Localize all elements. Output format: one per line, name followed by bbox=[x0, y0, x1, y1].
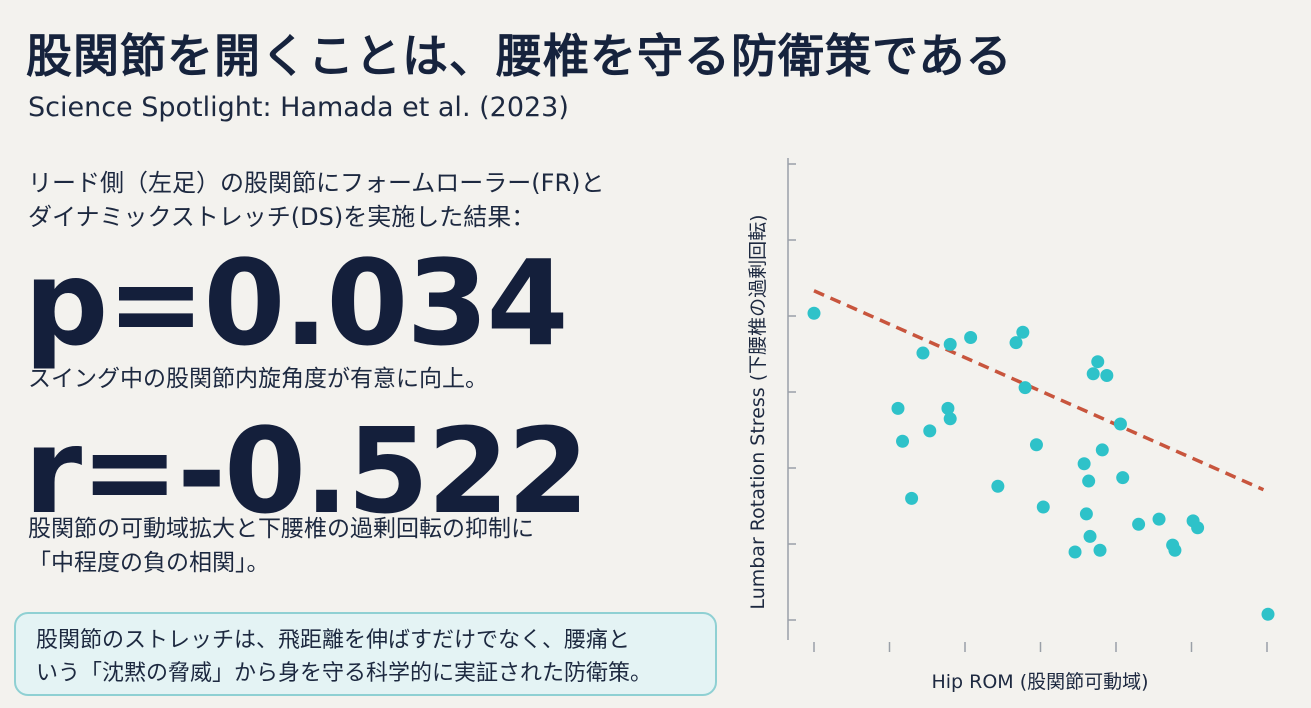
data-point bbox=[943, 412, 957, 426]
data-point bbox=[1077, 457, 1091, 471]
data-point bbox=[1086, 367, 1100, 381]
data-point bbox=[896, 434, 910, 448]
p-value-description: スイング中の股関節内旋角度が有意に向上。 bbox=[28, 366, 488, 392]
intro-line-2: ダイナミックストレッチ(DS)を実施した結果： bbox=[28, 203, 536, 231]
intro-text: リード側（左足）の股関節にフォームローラー(FR)と ダイナミックストレッチ(D… bbox=[28, 166, 708, 234]
data-point bbox=[1036, 500, 1050, 514]
callout-box: 股関節のストレッチは、飛距離を伸ばすだけでなく、腰痛と いう「沈黙の脅威」から身… bbox=[14, 612, 717, 696]
chart-axes bbox=[787, 158, 1268, 652]
data-point bbox=[1091, 355, 1105, 369]
data-point bbox=[891, 401, 905, 415]
y-ticks bbox=[788, 163, 796, 621]
data-point bbox=[1082, 474, 1096, 488]
x-ticks bbox=[813, 642, 1268, 652]
data-point bbox=[964, 330, 978, 344]
data-point bbox=[1100, 369, 1114, 383]
data-point bbox=[1079, 507, 1093, 521]
data-point bbox=[1113, 417, 1127, 431]
data-point bbox=[1083, 529, 1097, 543]
data-point bbox=[1095, 443, 1109, 457]
data-points bbox=[807, 306, 1275, 621]
data-point bbox=[905, 491, 919, 505]
data-point bbox=[1009, 336, 1023, 350]
trend-line bbox=[813, 289, 1265, 492]
data-point bbox=[1093, 543, 1107, 557]
data-point bbox=[1116, 471, 1130, 485]
data-point bbox=[1132, 517, 1146, 531]
data-point bbox=[1168, 543, 1182, 557]
r-value-description: 股関節の可動域拡大と下腰椎の過剰回転の抑制に 「中程度の負の相関」。 bbox=[28, 512, 534, 580]
intro-line-1: リード側（左足）の股関節にフォームローラー(FR)と bbox=[28, 169, 605, 197]
data-point bbox=[991, 479, 1005, 493]
y-axis-label: Lumbar Rotation Stress (下腰椎の過剰回転) bbox=[747, 214, 769, 609]
data-point bbox=[916, 346, 930, 360]
data-point bbox=[1152, 512, 1166, 526]
data-point bbox=[1018, 381, 1032, 395]
r-value-description-line-2: 「中程度の負の相関」。 bbox=[28, 550, 270, 576]
p-value-stat: p=0.034 bbox=[24, 234, 569, 372]
page-title: 股関節を開くことは、腰椎を守る防衛策である bbox=[26, 29, 1013, 83]
data-point bbox=[807, 306, 821, 320]
data-point bbox=[923, 424, 937, 438]
data-point bbox=[1186, 514, 1200, 528]
r-value-stat: r=-0.522 bbox=[24, 402, 589, 540]
data-point bbox=[943, 337, 957, 351]
data-point bbox=[1261, 607, 1275, 621]
callout-line-2: いう「沈黙の脅威」から身を守る科学的に実証された防衛策。 bbox=[36, 661, 653, 686]
data-point bbox=[1016, 325, 1030, 339]
callout-line-1: 股関節のストレッチは、飛距離を伸ばすだけでなく、腰痛と bbox=[36, 628, 631, 653]
x-axis-label: Hip ROM (股関節可動域) bbox=[931, 671, 1148, 693]
scatter-chart: Hip ROM (股関節可動域) Lumbar Rotation Stress … bbox=[747, 158, 1275, 693]
data-point bbox=[1029, 438, 1043, 452]
data-point bbox=[1068, 545, 1082, 559]
page-subtitle: Science Spotlight: Hamada et al. (2023) bbox=[28, 92, 569, 123]
r-value-description-line-1: 股関節の可動域拡大と下腰椎の過剰回転の抑制に bbox=[28, 516, 534, 542]
data-point bbox=[941, 401, 955, 415]
